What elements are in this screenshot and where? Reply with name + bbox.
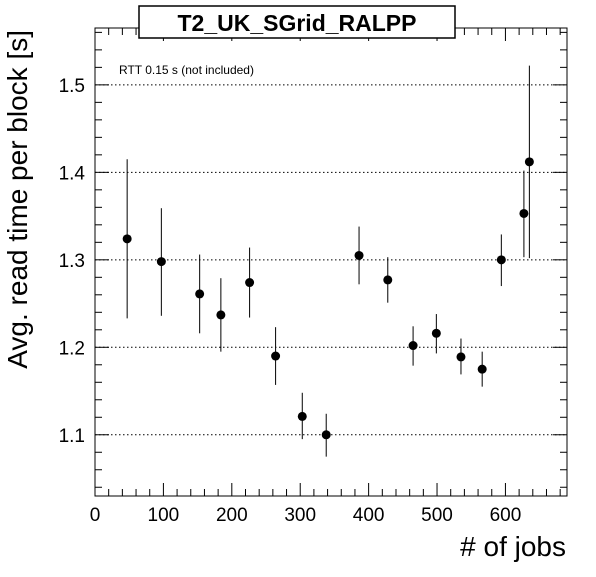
x-tick-label: 200 bbox=[216, 505, 248, 526]
x-tick-label: 600 bbox=[490, 505, 522, 526]
y-tick-label: 1.3 bbox=[59, 251, 85, 272]
data-point bbox=[156, 257, 166, 267]
x-tick-label: 100 bbox=[148, 505, 180, 526]
y-tick-label: 1.4 bbox=[59, 163, 86, 184]
data-point bbox=[456, 352, 466, 362]
x-tick-label: 300 bbox=[284, 505, 316, 526]
data-point bbox=[383, 275, 393, 285]
x-tick-label: 400 bbox=[353, 505, 385, 526]
data-point bbox=[477, 364, 487, 374]
data-point bbox=[354, 250, 364, 260]
y-axis-label: Avg. read time per block [s] bbox=[2, 30, 33, 369]
x-tick-label: 0 bbox=[90, 505, 101, 526]
y-tick-label: 1.1 bbox=[59, 426, 85, 447]
chart-title: T2_UK_SGrid_RALPP bbox=[177, 10, 416, 36]
x-tick-label: 500 bbox=[421, 505, 453, 526]
data-points bbox=[122, 65, 534, 457]
grid-lines bbox=[95, 84, 567, 436]
data-point bbox=[122, 234, 132, 244]
data-point bbox=[519, 208, 529, 218]
data-point bbox=[245, 278, 255, 288]
data-point bbox=[216, 310, 226, 320]
data-point bbox=[524, 157, 534, 167]
data-point bbox=[321, 430, 331, 440]
data-point bbox=[297, 411, 307, 421]
x-axis-label: # of jobs bbox=[460, 531, 566, 562]
axes: 0 100 200 300 400 500 600 1.1 1.2 1.3 1.4 1.5 bbox=[59, 27, 568, 526]
y-tick-label: 1.5 bbox=[59, 76, 85, 97]
chart-title-box bbox=[138, 5, 456, 39]
data-point bbox=[195, 289, 205, 299]
data-point bbox=[271, 351, 281, 361]
data-point bbox=[408, 341, 418, 351]
data-point bbox=[496, 255, 506, 265]
rtt-annotation: RTT 0.15 s (not included) bbox=[119, 63, 254, 77]
data-point bbox=[431, 328, 441, 338]
y-tick-label: 1.2 bbox=[59, 338, 85, 359]
